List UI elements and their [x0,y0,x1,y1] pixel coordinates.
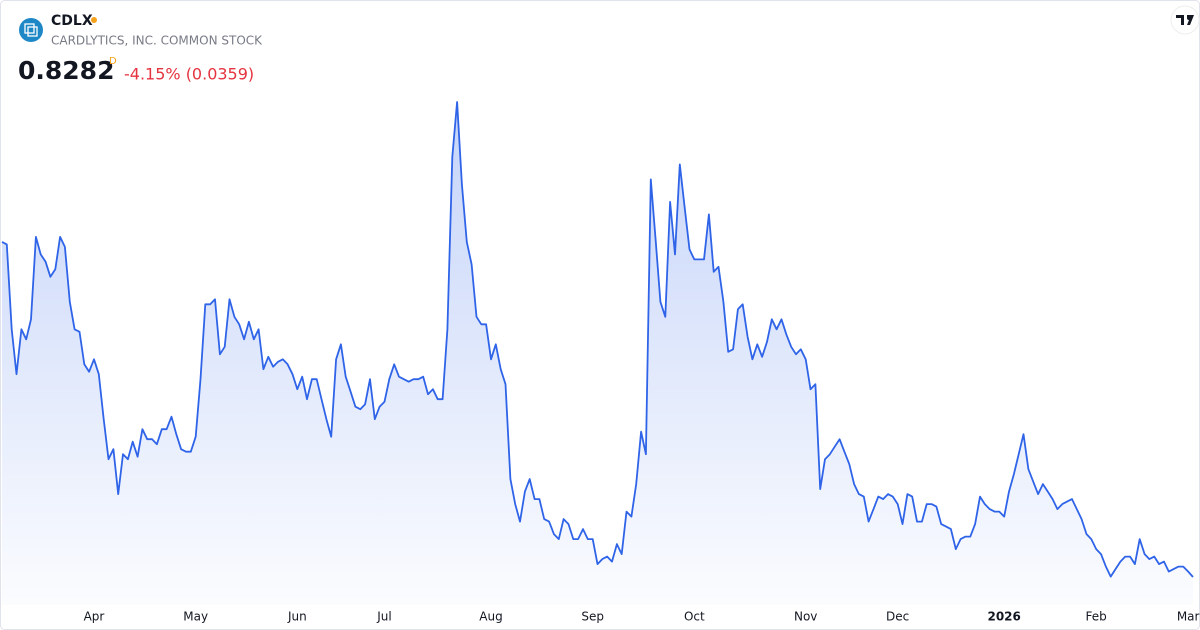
x-tick-label: Jun [287,610,307,624]
price: 0.8282 [18,56,114,85]
x-tick-label: 2026 [987,610,1020,624]
logo-mark[interactable] [1176,15,1194,25]
status-dot [91,17,97,23]
plot: Apr May Jun Jul Aug Sep Oct Nov Dec 2026 Feb Mar [1,101,1200,624]
x-tick-label: Feb [1086,610,1107,624]
logo-badge[interactable] [1170,5,1200,35]
x-tick-label: Aug [479,610,502,624]
logo-glyph [24,23,35,34]
company-name: CARDLYTICS, INC. COMMON STOCK [51,34,263,48]
symbol-logo [19,18,43,42]
symbol: CDLX [51,13,93,29]
x-tick-label: May [183,610,208,624]
x-tick-label: Sep [581,610,604,624]
price-flag: D [109,56,117,67]
x-tick-label: Jul [376,610,391,624]
x-tick-label: Oct [684,610,705,624]
price-line [1,101,1194,578]
x-tick-label: Nov [794,610,817,624]
x-tick-label: Mar [1177,610,1200,624]
price-change: -4.15% (0.0359) [124,65,254,84]
x-tick-label: Dec [886,610,909,624]
x-tick-label: Apr [84,610,105,624]
tradingview-logo[interactable] [1170,5,1200,35]
logo-glyph [27,26,38,37]
area-fill [2,102,1193,605]
